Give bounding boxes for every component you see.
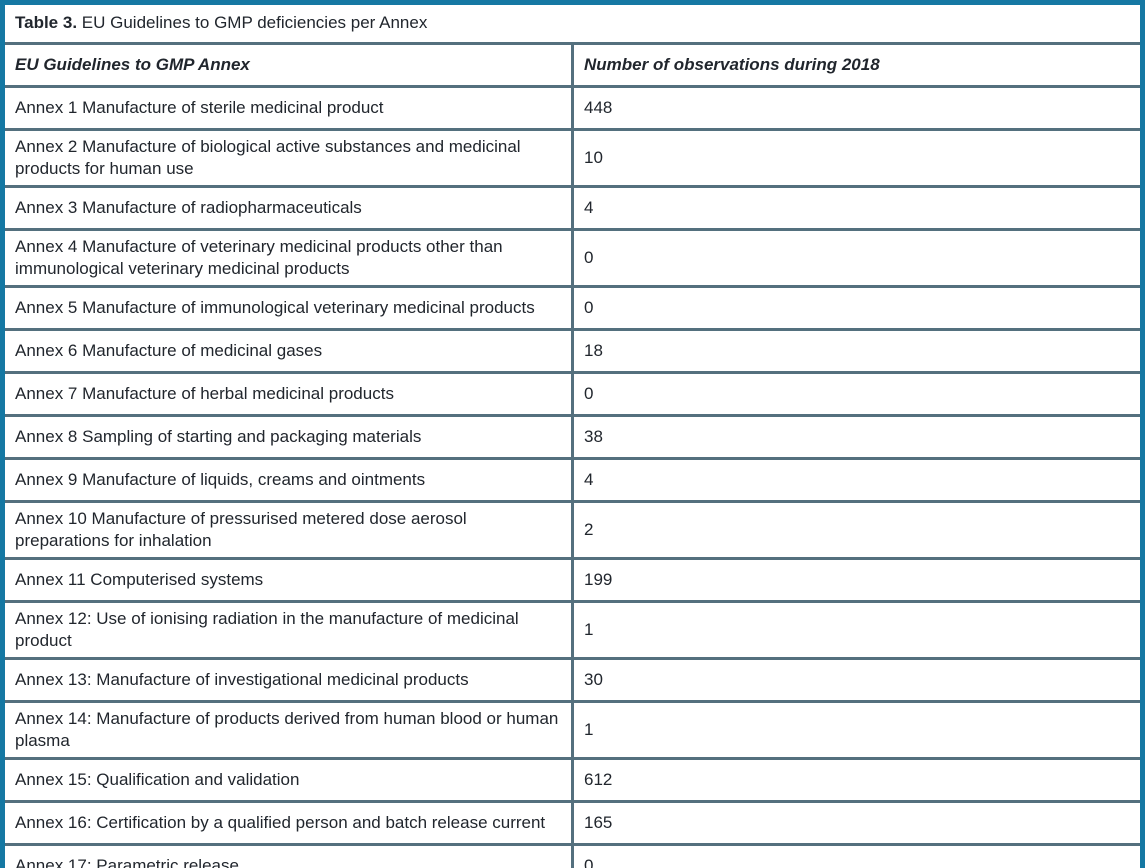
annex-cell: Annex 4 Manufacture of veterinary medici… bbox=[2, 228, 573, 287]
table-caption-row: Table 3. EU Guidelines to GMP deficienci… bbox=[2, 2, 1143, 44]
observations-cell: 612 bbox=[571, 757, 1143, 802]
table-row: Annex 1 Manufacture of sterile medicinal… bbox=[2, 85, 1143, 130]
table-row: Annex 3 Manufacture of radiopharmaceutic… bbox=[2, 185, 1143, 230]
observations-cell: 0 bbox=[571, 228, 1143, 287]
observations-cell: 38 bbox=[571, 414, 1143, 459]
table-row: Annex 10 Manufacture of pressurised mete… bbox=[2, 500, 1143, 559]
column-header-observations: Number of observations during 2018 bbox=[571, 42, 1143, 87]
annex-cell: Annex 10 Manufacture of pressurised mete… bbox=[2, 500, 573, 559]
annex-cell: Annex 9 Manufacture of liquids, creams a… bbox=[2, 457, 573, 502]
observations-cell: 10 bbox=[571, 128, 1143, 187]
table-row: Annex 6 Manufacture of medicinal gases 1… bbox=[2, 328, 1143, 373]
annex-cell: Annex 11 Computerised systems bbox=[2, 557, 573, 602]
table-row: Annex 7 Manufacture of herbal medicinal … bbox=[2, 371, 1143, 416]
annex-cell: Annex 7 Manufacture of herbal medicinal … bbox=[2, 371, 573, 416]
column-header-annex: EU Guidelines to GMP Annex bbox=[2, 42, 573, 87]
annex-cell: Annex 15: Qualification and validation bbox=[2, 757, 573, 802]
table-header-row: EU Guidelines to GMP Annex Number of obs… bbox=[2, 42, 1143, 87]
table-row: Annex 16: Certification by a qualified p… bbox=[2, 800, 1143, 845]
observations-cell: 4 bbox=[571, 457, 1143, 502]
annex-cell: Annex 2 Manufacture of biological active… bbox=[2, 128, 573, 187]
observations-cell: 0 bbox=[571, 285, 1143, 330]
observations-cell: 2 bbox=[571, 500, 1143, 559]
observations-cell: 18 bbox=[571, 328, 1143, 373]
table-row: Annex 5 Manufacture of immunological vet… bbox=[2, 285, 1143, 330]
table-row: Annex 8 Sampling of starting and packagi… bbox=[2, 414, 1143, 459]
table-row: Annex 11 Computerised systems 199 bbox=[2, 557, 1143, 602]
observations-cell: 1 bbox=[571, 600, 1143, 659]
table-row: Annex 12: Use of ionising radiation in t… bbox=[2, 600, 1143, 659]
annex-cell: Annex 8 Sampling of starting and packagi… bbox=[2, 414, 573, 459]
table-caption-label: Table 3. bbox=[15, 13, 78, 32]
annex-cell: Annex 13: Manufacture of investigational… bbox=[2, 657, 573, 702]
annex-cell: Annex 5 Manufacture of immunological vet… bbox=[2, 285, 573, 330]
table-row: Annex 13: Manufacture of investigational… bbox=[2, 657, 1143, 702]
annex-cell: Annex 14: Manufacture of products derive… bbox=[2, 700, 573, 759]
table-row: Annex 4 Manufacture of veterinary medici… bbox=[2, 228, 1143, 287]
annex-cell: Annex 6 Manufacture of medicinal gases bbox=[2, 328, 573, 373]
observations-cell: 0 bbox=[571, 371, 1143, 416]
table-row: Annex 2 Manufacture of biological active… bbox=[2, 128, 1143, 187]
annex-cell: Annex 16: Certification by a qualified p… bbox=[2, 800, 573, 845]
observations-cell: 165 bbox=[571, 800, 1143, 845]
annex-cell: Annex 1 Manufacture of sterile medicinal… bbox=[2, 85, 573, 130]
observations-cell: 199 bbox=[571, 557, 1143, 602]
table-row: Annex 17: Parametric release 0 bbox=[2, 843, 1143, 868]
annex-cell: Annex 3 Manufacture of radiopharmaceutic… bbox=[2, 185, 573, 230]
observations-cell: 1 bbox=[571, 700, 1143, 759]
observations-cell: 4 bbox=[571, 185, 1143, 230]
observations-cell: 30 bbox=[571, 657, 1143, 702]
table-row: Annex 14: Manufacture of products derive… bbox=[2, 700, 1143, 759]
table-caption-text: EU Guidelines to GMP deficiencies per An… bbox=[81, 13, 428, 32]
annex-cell: Annex 12: Use of ionising radiation in t… bbox=[2, 600, 573, 659]
annex-cell: Annex 17: Parametric release bbox=[2, 843, 573, 868]
table-row: Annex 15: Qualification and validation 6… bbox=[2, 757, 1143, 802]
observations-cell: 448 bbox=[571, 85, 1143, 130]
observations-cell: 0 bbox=[571, 843, 1143, 868]
table-row: Annex 9 Manufacture of liquids, creams a… bbox=[2, 457, 1143, 502]
table-caption: Table 3. EU Guidelines to GMP deficienci… bbox=[2, 2, 1143, 44]
